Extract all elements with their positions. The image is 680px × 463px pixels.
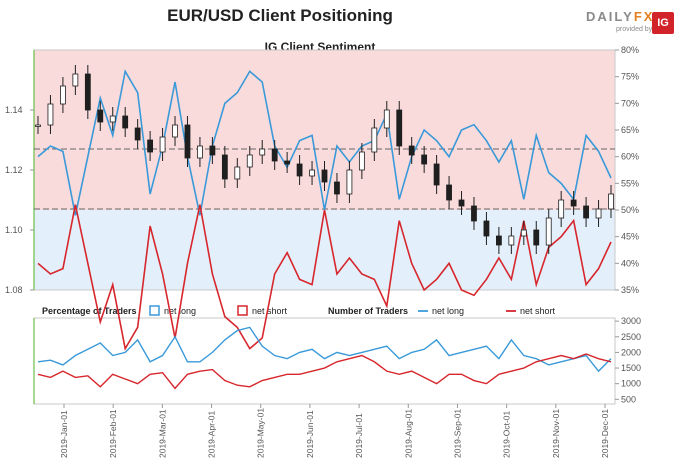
candle-body xyxy=(60,85,66,105)
candle-body xyxy=(246,154,253,168)
candle-body xyxy=(134,127,141,141)
dailyfx-logo: DAILYFX provided by IG xyxy=(586,9,676,39)
pct-tick-label: 50% xyxy=(621,205,639,215)
candle-body xyxy=(570,199,577,207)
legend-pct-long-swatch xyxy=(149,305,160,316)
candle-body xyxy=(209,145,216,156)
date-tick-label: 2019-Mar-01 xyxy=(157,409,167,458)
candle-body xyxy=(271,148,278,162)
pct-net-short-line xyxy=(37,204,612,351)
date-tick-label: 2019-Oct-01 xyxy=(502,410,512,458)
candle-body xyxy=(172,124,178,138)
legend-num-long: net long xyxy=(432,306,464,316)
legend-pct-title: Percentage of Traders xyxy=(42,306,137,316)
pct-tick-label: 75% xyxy=(621,72,639,82)
pct-tick-label: 65% xyxy=(621,125,639,135)
pct-tick-label: 40% xyxy=(621,258,639,268)
logo-word-main: DAILY xyxy=(586,9,634,24)
legend-pct-short: net short xyxy=(252,306,288,316)
candle-body xyxy=(471,205,477,222)
candle-body xyxy=(583,205,589,219)
date-tick-label: 2019-Aug-01 xyxy=(403,409,413,458)
candle-body xyxy=(371,127,378,153)
candle-body xyxy=(221,154,228,180)
count-tick-label: 2000 xyxy=(621,347,641,357)
pct-tick-label: 70% xyxy=(621,98,639,108)
candle-body xyxy=(197,145,203,159)
date-tick-label: 2019-Jan-01 xyxy=(59,410,69,458)
logo-wordmark: DAILYFX xyxy=(586,9,654,24)
candle-body xyxy=(346,169,353,195)
chart-title: EUR/USD Client Positioning xyxy=(167,6,393,25)
count-tick-label: 500 xyxy=(621,394,636,404)
date-tick-label: 2019-Nov-01 xyxy=(551,409,561,458)
candle-body xyxy=(259,148,266,156)
candle-body xyxy=(508,235,515,246)
logo-word-accent: FX xyxy=(633,9,655,24)
candle-body xyxy=(358,151,365,171)
logo-provided-by: provided by xyxy=(616,26,653,33)
candle-body xyxy=(458,199,465,207)
pct-tick-label: 60% xyxy=(621,152,639,162)
candle-body xyxy=(495,235,502,246)
date-tick-label: 2019-Jun-01 xyxy=(305,410,315,458)
pct-tick-label: 55% xyxy=(621,178,639,188)
candle-body xyxy=(35,124,41,127)
count-tick-label: 1000 xyxy=(621,379,641,389)
candle-body xyxy=(321,169,328,183)
candle-body xyxy=(558,199,565,219)
candle-body xyxy=(309,169,315,177)
candle-body xyxy=(334,181,340,195)
count-tick-label: 2500 xyxy=(621,332,641,342)
legend-num-title: Number of Traders xyxy=(328,306,408,316)
candle-body xyxy=(533,229,540,246)
candle-body xyxy=(147,139,154,153)
candle-body xyxy=(421,154,428,165)
candle-body xyxy=(545,217,552,246)
main-bg-long xyxy=(34,210,615,290)
count-tick-label: 1500 xyxy=(621,363,641,373)
candle-body xyxy=(520,229,527,237)
count-net-short-line xyxy=(37,353,612,390)
date-tick-label: 2019-Jul-01 xyxy=(354,413,364,458)
price-tick-label: 1.08 xyxy=(5,285,23,295)
price-tick-label: 1.10 xyxy=(5,225,23,235)
candle-body xyxy=(184,124,191,159)
candle-body xyxy=(284,160,291,165)
count-net-long-line xyxy=(37,326,612,373)
candle-body xyxy=(595,208,602,219)
candle-body xyxy=(97,109,104,123)
candle-body xyxy=(296,163,303,177)
date-tick-label: 2019-May-01 xyxy=(256,408,266,458)
candle-body xyxy=(47,103,54,126)
candle-body xyxy=(109,115,116,123)
legend-num-short: net short xyxy=(520,306,556,316)
count-tick-label: 3000 xyxy=(621,316,641,326)
date-tick-label: 2019-Dec-01 xyxy=(600,409,610,458)
legend-pct-short-swatch xyxy=(237,305,248,316)
date-tick-label: 2019-Apr-01 xyxy=(207,410,217,458)
candle-body xyxy=(234,166,241,180)
candle-body xyxy=(483,220,490,237)
candle-body xyxy=(408,145,415,156)
candle-body xyxy=(383,109,390,129)
candle-body xyxy=(433,163,440,186)
candle-body xyxy=(446,184,452,201)
date-tick-label: 2019-Feb-01 xyxy=(108,409,118,458)
price-tick-label: 1.12 xyxy=(5,165,23,175)
candle-body xyxy=(122,115,129,129)
candle-body xyxy=(84,73,91,111)
pct-tick-label: 35% xyxy=(621,285,639,295)
candle-body xyxy=(159,136,166,153)
date-tick-label: 2019-Sep-01 xyxy=(452,409,462,458)
pct-tick-label: 45% xyxy=(621,232,639,242)
pct-tick-label: 80% xyxy=(621,45,639,55)
ig-badge: IG xyxy=(652,12,674,34)
candle-body xyxy=(608,193,614,210)
candle-body xyxy=(72,73,79,87)
candle-body xyxy=(396,109,403,147)
price-tick-label: 1.14 xyxy=(5,105,23,115)
